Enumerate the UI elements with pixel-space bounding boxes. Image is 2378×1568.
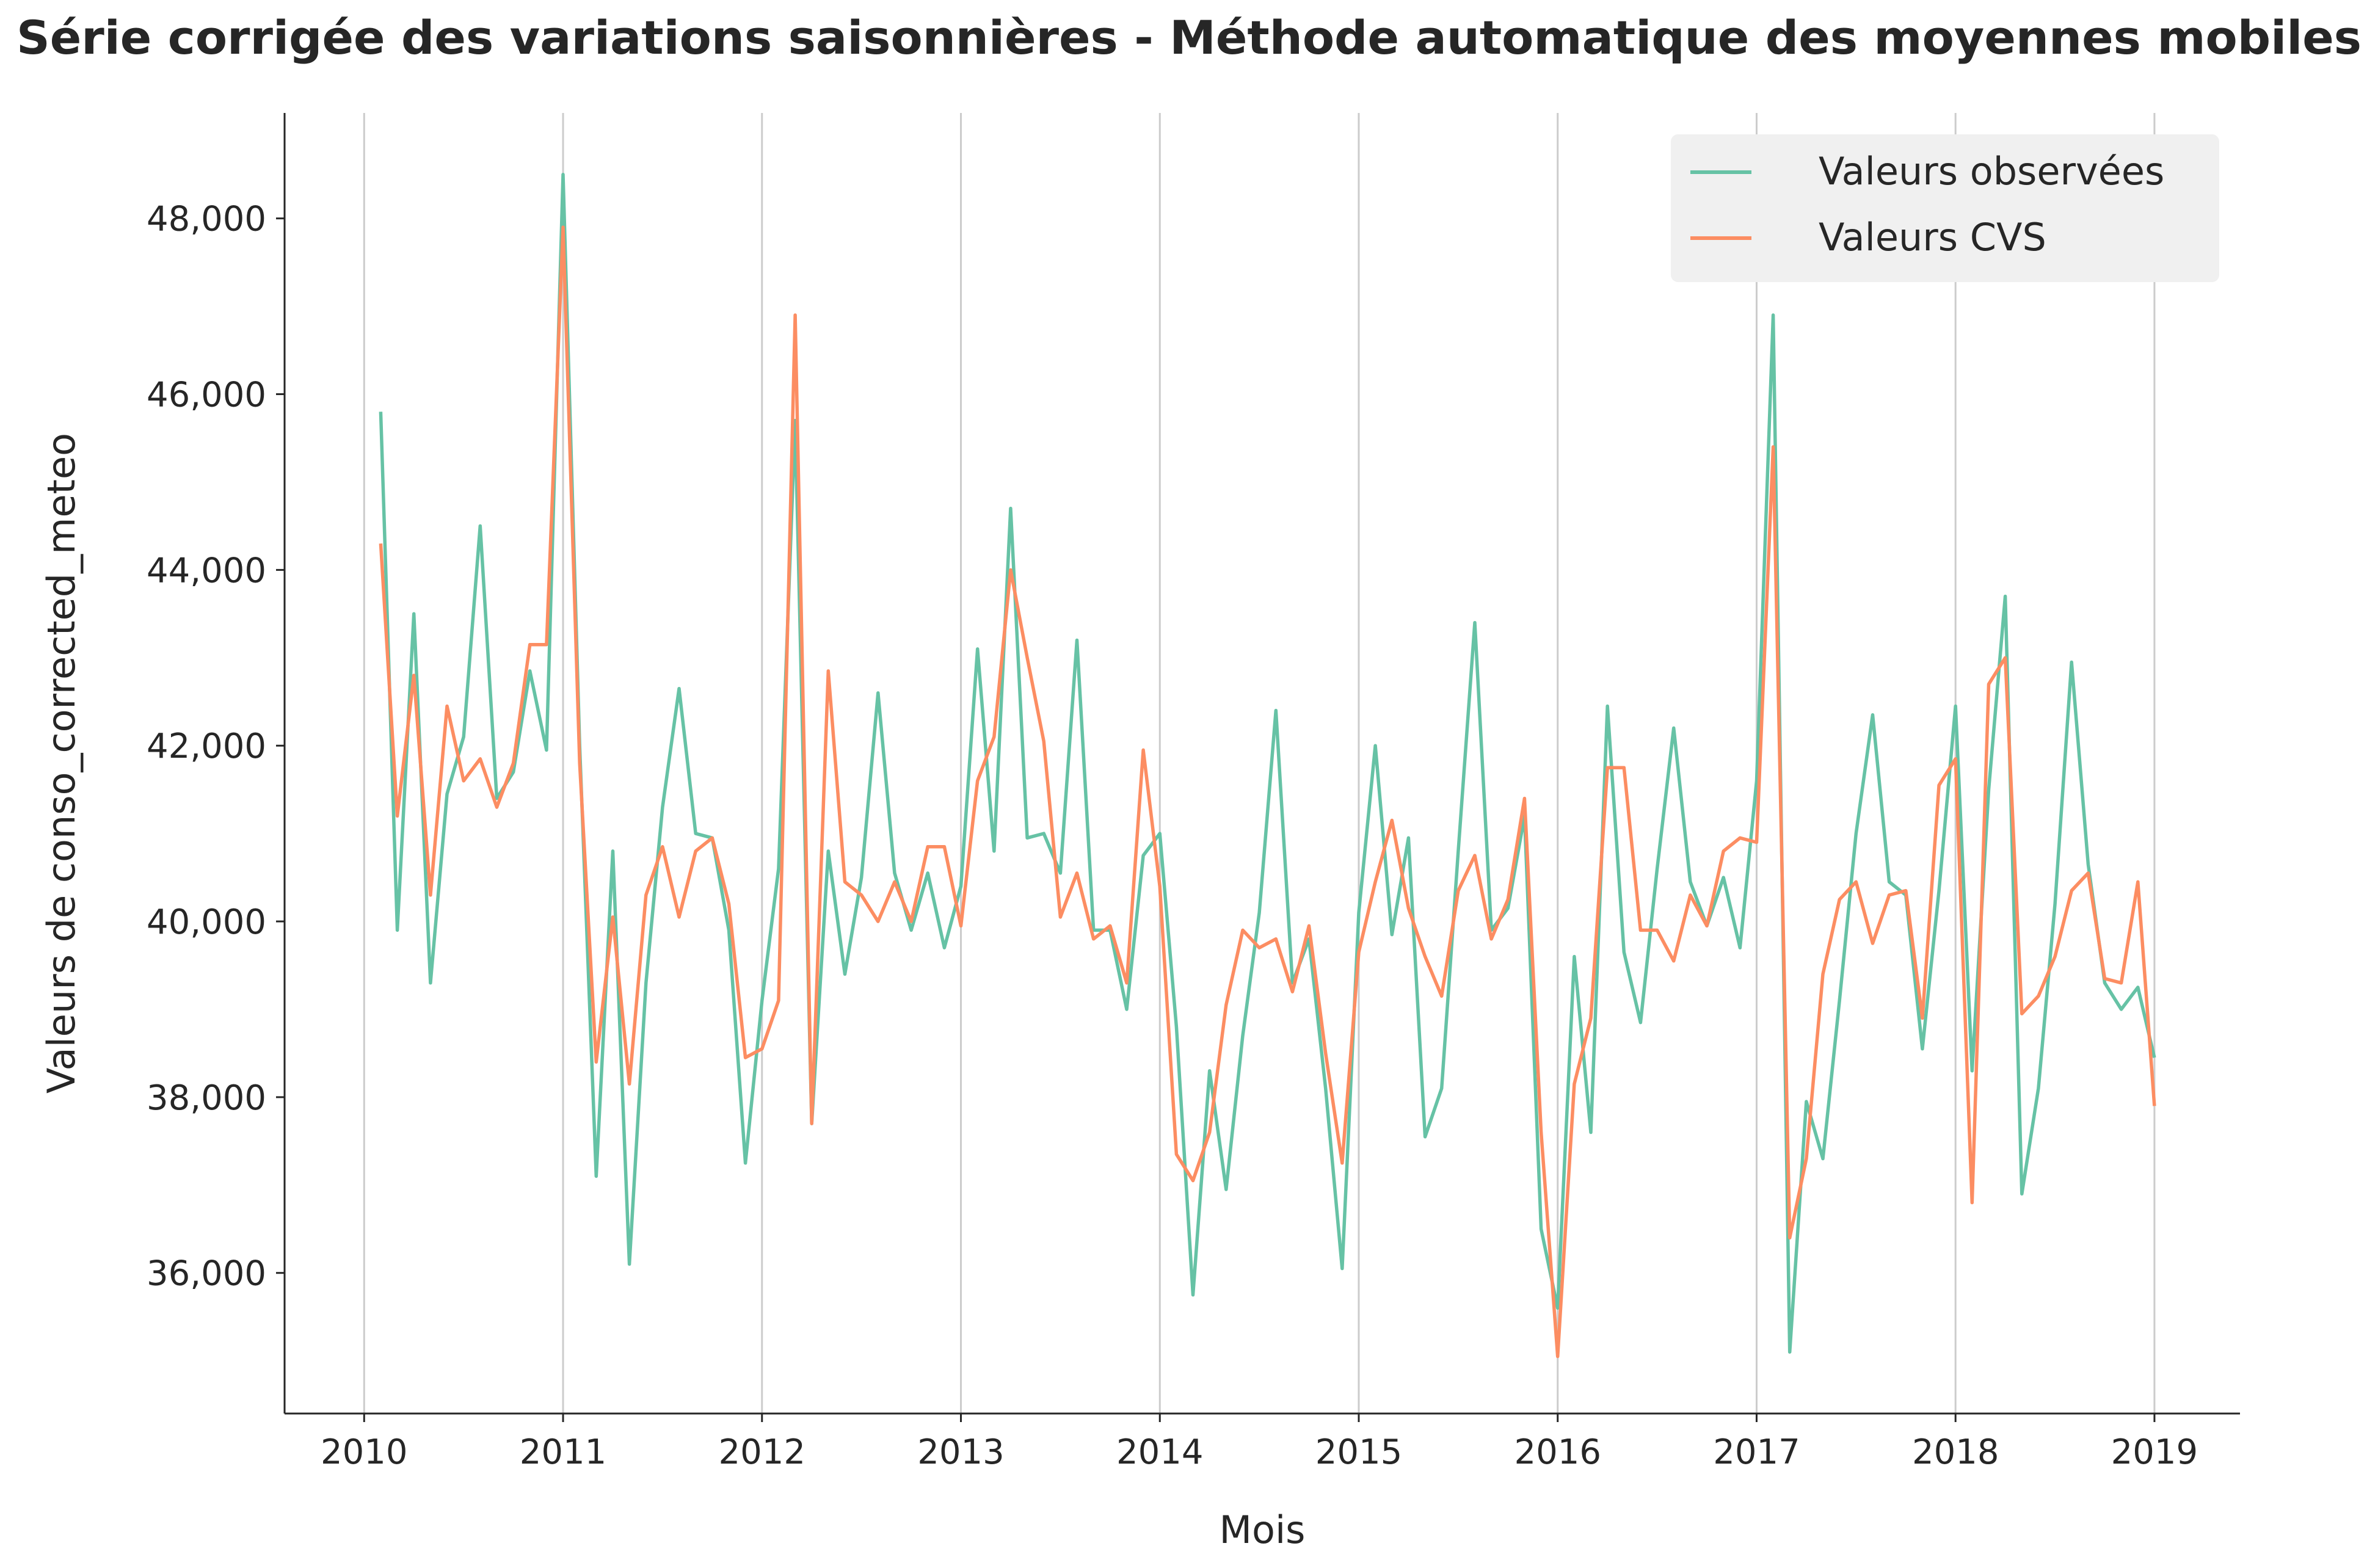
x-tick-label: 2012 — [719, 1432, 806, 1472]
x-tick-label: 2013 — [917, 1432, 1005, 1472]
x-tick-label: 2019 — [2111, 1432, 2198, 1472]
x-axis-label: Mois — [1220, 1508, 1306, 1552]
y-tick-label: 40,000 — [147, 902, 266, 942]
x-tick-label: 2014 — [1116, 1432, 1204, 1472]
x-tick-label: 2010 — [321, 1432, 408, 1472]
y-tick-label: 46,000 — [147, 376, 266, 415]
x-tick-label: 2018 — [1912, 1432, 1999, 1472]
series-group — [379, 172, 2156, 1359]
y-tick-label: 42,000 — [147, 727, 266, 766]
x-tick-label: 2015 — [1315, 1432, 1403, 1472]
legend-box — [1671, 134, 2219, 282]
x-tick-label: 2011 — [520, 1432, 607, 1472]
series-line-cvs — [379, 225, 2156, 1359]
legend-label-cvs: Valeurs CVS — [1819, 215, 2046, 260]
y-tick-label: 48,000 — [147, 200, 266, 239]
axes — [283, 113, 2240, 1415]
x-tick-label: 2016 — [1514, 1432, 1601, 1472]
y-tick-label: 38,000 — [147, 1078, 266, 1118]
x-tick-label: 2017 — [1713, 1432, 1800, 1472]
y-axis-label: Valeurs de conso_corrected_meteo — [39, 433, 84, 1094]
legend-label-observed: Valeurs observées — [1819, 149, 2164, 194]
y-tick-label: 44,000 — [147, 551, 266, 590]
x-axis-ticks: 2010 2011 2012 2013 2014 2015 2016 2017 2018 2019 — [321, 1414, 2198, 1472]
y-axis-ticks: 36,000 38,000 40,000 42,000 44,000 46,000 48,0… — [147, 200, 285, 1294]
chart-title: Série corrigée des variations saisonnièr… — [16, 10, 2362, 65]
legend: Valeurs observées Valeurs CVS — [1671, 134, 2219, 282]
series-line-observed — [379, 172, 2156, 1354]
y-tick-label: 36,000 — [147, 1254, 266, 1294]
